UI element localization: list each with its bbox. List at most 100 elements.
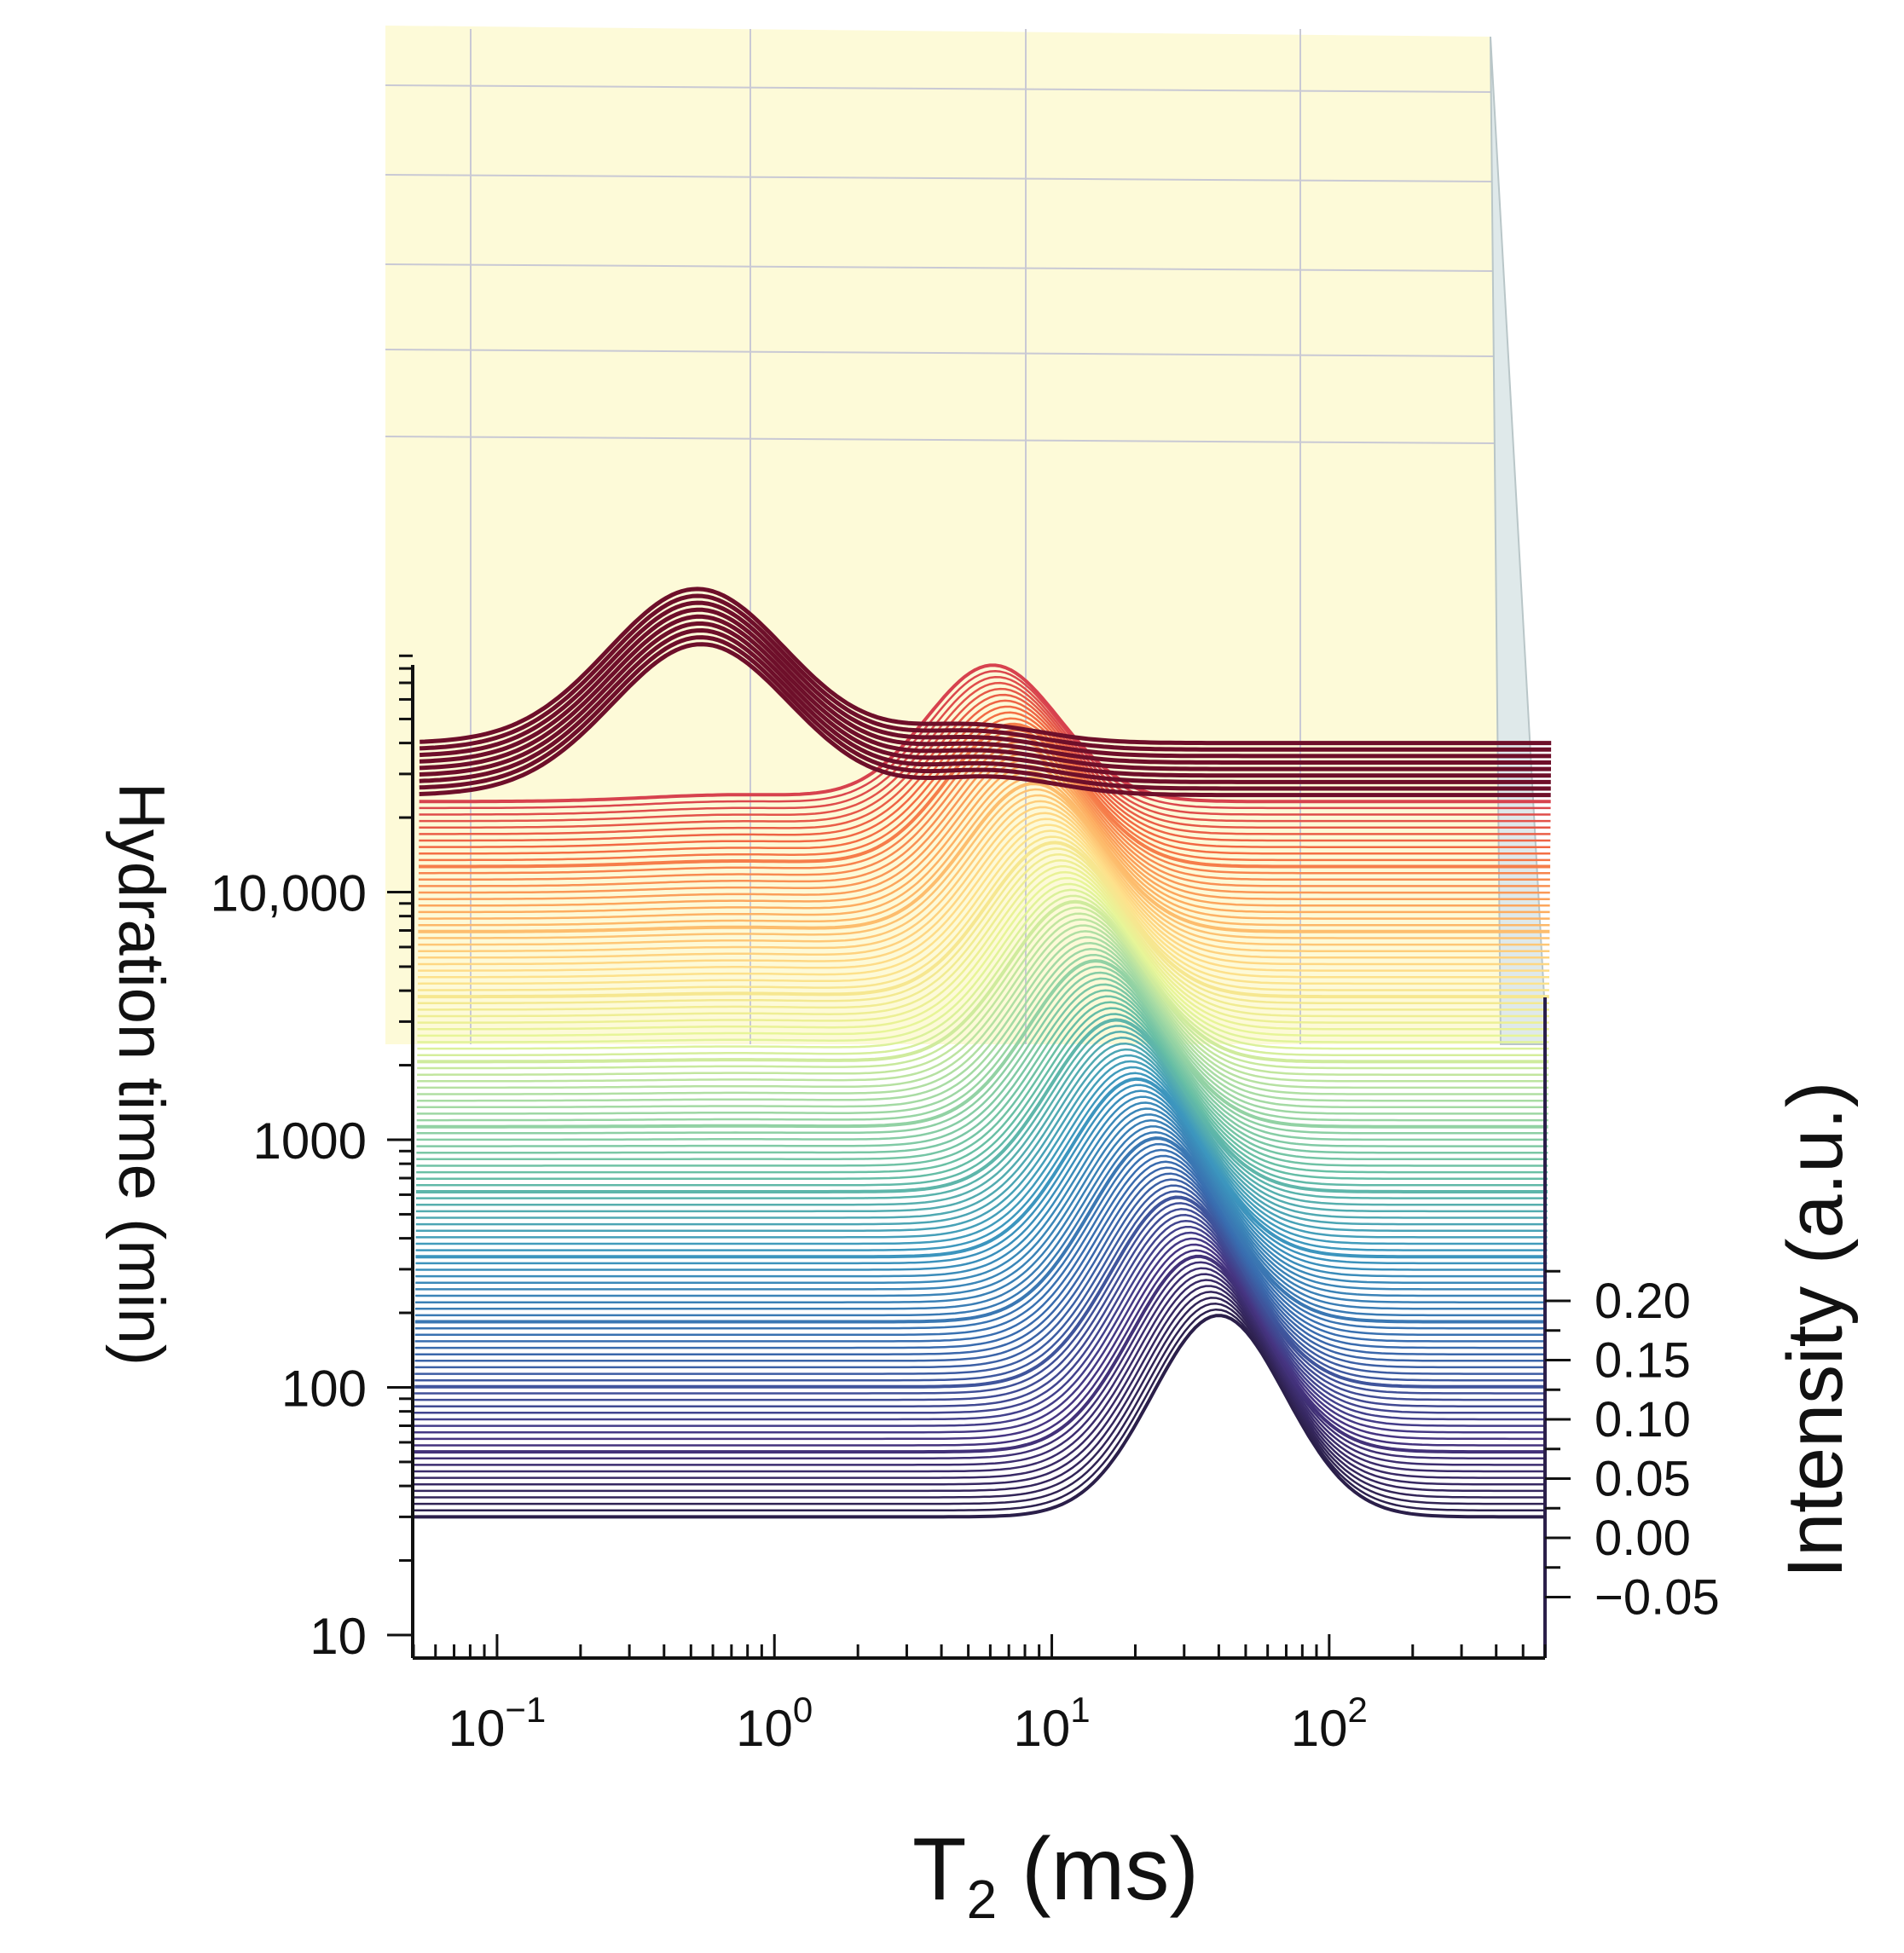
spectrum-curve xyxy=(419,699,1551,842)
spectrum-curve xyxy=(418,735,1550,881)
spectrum-curve xyxy=(416,947,1548,1115)
t2-tick-base: 10 xyxy=(449,1700,506,1757)
spectrum-curve xyxy=(417,899,1549,1064)
spectrum-curve xyxy=(420,586,1552,746)
spectrum-curve xyxy=(418,765,1550,914)
spectrum-curve xyxy=(415,1042,1548,1219)
wall-grid-horizontal xyxy=(385,263,1495,272)
spectrum-curve xyxy=(419,607,1551,765)
wall-grid-horizontal xyxy=(385,174,1495,182)
spectrum-curve xyxy=(415,1119,1547,1303)
spectrum-curve xyxy=(418,782,1550,933)
spectrum-curve xyxy=(415,1107,1548,1291)
wall-grid-horizontal xyxy=(385,349,1495,357)
spectrum-curve xyxy=(417,841,1549,999)
spectrum-curve xyxy=(419,628,1551,784)
spectrum-curve xyxy=(419,669,1551,810)
t2-tick-exponent: 2 xyxy=(1348,1690,1368,1730)
spectrum-curve xyxy=(416,930,1548,1095)
t2-tick-base: 10 xyxy=(736,1700,793,1757)
spectrum-curve xyxy=(414,1130,1547,1317)
spectrum-curve xyxy=(414,1125,1547,1310)
intensity-axis: −0.050.000.050.100.150.20 xyxy=(1543,997,1720,1658)
spectrum-curve xyxy=(418,770,1550,920)
spectrum-curve xyxy=(414,1219,1546,1414)
spectrum-curve xyxy=(417,888,1549,1050)
spectrum-curve xyxy=(417,835,1549,991)
spectrum-curve xyxy=(414,1178,1547,1369)
x-axis-title-rest: (ms) xyxy=(997,1820,1199,1919)
spectrum-curve xyxy=(419,614,1551,771)
spectrum-curve xyxy=(417,912,1549,1076)
x-axis-title-main: T xyxy=(912,1820,967,1919)
hydration-tick-label: 1000 xyxy=(253,1112,367,1170)
intensity-tick-label: 0.15 xyxy=(1594,1333,1691,1389)
hydration-tick-label: 10,000 xyxy=(210,865,367,922)
t2-tick-label: 10−1 xyxy=(449,1690,547,1757)
spectrum-curve xyxy=(417,894,1549,1057)
spectrum-curve xyxy=(414,1214,1546,1407)
y-axis-title: Hydration time (min) xyxy=(105,783,177,1366)
spectrum-curve xyxy=(416,983,1548,1154)
spectrum-curve xyxy=(419,693,1551,835)
spectrum-curve xyxy=(416,959,1548,1129)
spectrum-curve xyxy=(414,1136,1547,1324)
spectrum-curve xyxy=(414,1303,1546,1505)
spectrum-curve xyxy=(414,1297,1546,1499)
t2-tick-exponent: −1 xyxy=(505,1690,546,1730)
spectrum-curve xyxy=(414,1166,1547,1355)
spectrum-curve xyxy=(416,1018,1548,1193)
spectrum-curve xyxy=(415,1083,1548,1265)
intensity-tick-label: 0.05 xyxy=(1594,1452,1691,1507)
intensity-tick-label: 0.10 xyxy=(1594,1392,1691,1447)
t2-tick-label: 102 xyxy=(1291,1690,1368,1757)
wall-grid-horizontal xyxy=(385,436,1495,444)
spectrum-curve xyxy=(417,865,1549,1024)
spectrum-curve xyxy=(416,995,1548,1167)
spectrum-curve xyxy=(415,1072,1548,1251)
spectrum-curve xyxy=(416,971,1548,1141)
spectrum-curve xyxy=(419,642,1551,798)
hydration-tick-label: 100 xyxy=(281,1361,367,1418)
spectrum-curve xyxy=(416,989,1548,1161)
spectrum-curve xyxy=(415,1060,1548,1239)
spectrum-curve xyxy=(415,1048,1548,1226)
spectrum-curve xyxy=(417,882,1549,1043)
spectrum-curve xyxy=(415,1095,1548,1278)
spectrum-curve xyxy=(415,1113,1548,1297)
spectrum-curve xyxy=(419,600,1552,759)
spectrum-curve xyxy=(414,1273,1546,1473)
spectrum-curve xyxy=(418,812,1550,966)
spectrum-curve xyxy=(415,1037,1548,1213)
spectrum-curve xyxy=(418,823,1549,979)
spectrum-curve xyxy=(414,1184,1547,1375)
spectrum-curve xyxy=(416,1007,1548,1180)
spectrum-curve xyxy=(418,800,1550,952)
spectrum-curve xyxy=(414,1231,1546,1427)
spectrum-curve xyxy=(419,705,1551,848)
spectra-curves xyxy=(414,586,1552,1519)
t2-axis: 10−1 100 101 102 xyxy=(412,1634,1547,1757)
spectrum-curve xyxy=(417,870,1549,1031)
spectrum-curve xyxy=(414,1314,1545,1519)
spectrum-curve xyxy=(414,1154,1547,1343)
spectrum-curve xyxy=(414,1160,1547,1349)
spectrum-curve xyxy=(417,829,1549,985)
spectrum-curve xyxy=(414,1243,1546,1441)
spectrum-curve xyxy=(416,936,1548,1102)
spectrum-curve xyxy=(417,924,1548,1089)
spectrum-curve xyxy=(414,1279,1546,1479)
spectrum-curve xyxy=(417,906,1549,1070)
spectrum-curve xyxy=(418,759,1550,907)
spectrum-curve xyxy=(417,858,1549,1018)
spectrum-curve xyxy=(414,1195,1547,1389)
intensity-tick-label: 0.20 xyxy=(1594,1274,1691,1329)
spectrum-curve xyxy=(416,1025,1548,1199)
spectrum-curve xyxy=(419,681,1551,823)
spectrum-curve xyxy=(416,942,1548,1109)
intensity-tick-label: 0.00 xyxy=(1594,1511,1691,1566)
spectrum-curve xyxy=(416,965,1548,1135)
spectrum-curve xyxy=(414,1285,1546,1486)
spectrum-curve xyxy=(414,1261,1546,1459)
